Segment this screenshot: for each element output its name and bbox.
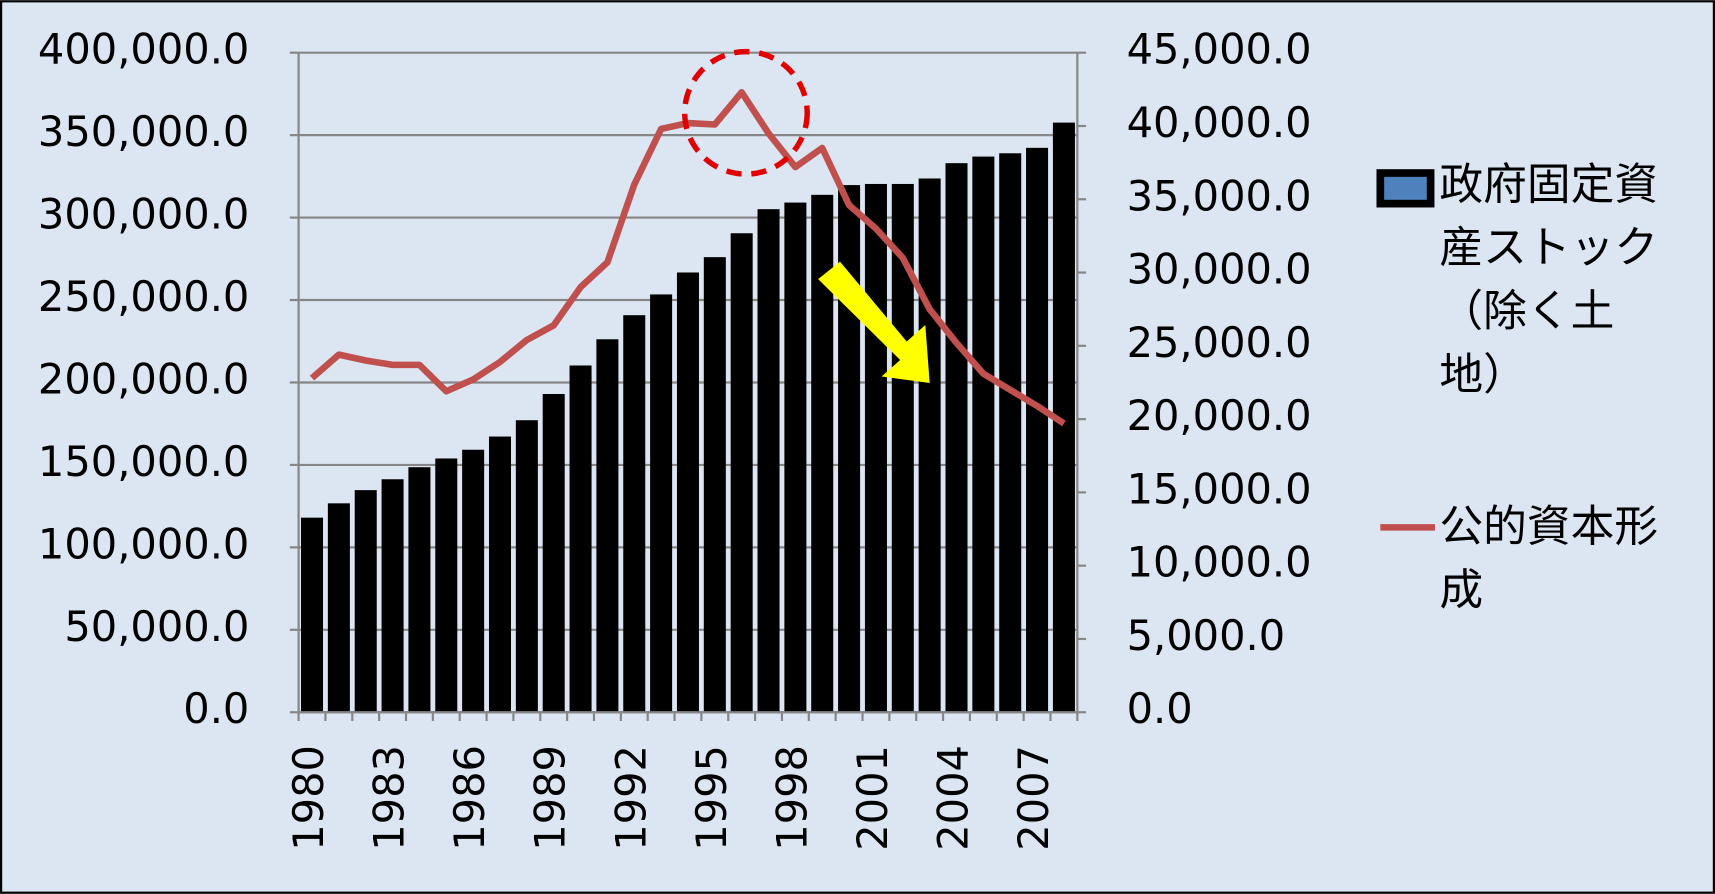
x-tick-label: 1992: [606, 745, 655, 851]
bar: [703, 257, 726, 713]
y-tick-label: 150,000.0: [38, 437, 249, 486]
bar: [838, 185, 861, 713]
bar: [999, 153, 1022, 713]
bar: [945, 163, 968, 713]
bar: [891, 183, 914, 713]
x-tick-label: 1995: [687, 745, 736, 851]
trend-arrow: [818, 261, 930, 384]
bar: [864, 183, 887, 713]
legend-label: 公的資本形成: [1439, 502, 1659, 616]
y2-tick-label: 45,000.0: [1127, 25, 1312, 74]
x-tick-label: 2007: [1009, 745, 1058, 851]
y2-tick-label: 25,000.0: [1127, 318, 1312, 367]
bar: [569, 365, 592, 713]
y2-tick-label: 0.0: [1127, 684, 1193, 733]
x-tick-label: 1989: [526, 745, 575, 851]
bar: [623, 315, 646, 713]
x-tick-label: 1986: [445, 745, 494, 851]
legend-label-box: 公的資本形成: [1439, 502, 1659, 616]
y-tick-label: 400,000.0: [38, 25, 249, 74]
x-tick-label: 2004: [929, 745, 978, 851]
y2-tick-label: 5,000.0: [1127, 611, 1286, 660]
legend: 政府固定資産ストック（除く土地） 公的資本形成: [1376, 159, 1659, 616]
bar: [327, 503, 350, 713]
plot-area: 0.0 50,000.0 100,000.0 150,000.0 200,000.0 25…: [38, 25, 1312, 851]
x-tick-label: 2001: [848, 745, 897, 851]
bar: [542, 394, 565, 713]
y-tick-label: 350,000.0: [38, 107, 249, 156]
bar: [1052, 122, 1075, 713]
y-tick-label: 0.0: [183, 684, 249, 733]
y2-tick-label: 35,000.0: [1127, 171, 1312, 220]
bar: [462, 449, 485, 713]
y-tick-label: 300,000.0: [38, 190, 249, 239]
y2-tick-label: 40,000.0: [1127, 98, 1312, 147]
bar: [972, 156, 995, 713]
bar: [650, 294, 673, 713]
y2-tick-label: 20,000.0: [1127, 391, 1312, 440]
y-tick-label: 50,000.0: [64, 602, 249, 651]
bar: [784, 202, 807, 713]
bar: [435, 458, 458, 713]
y2-tick-label: 10,000.0: [1127, 538, 1312, 587]
bar: [408, 467, 431, 713]
x-tick-label: 1980: [284, 745, 333, 851]
bar: [676, 272, 699, 713]
y-tick-label: 250,000.0: [38, 272, 249, 321]
y-tick-label: 200,000.0: [38, 354, 249, 403]
bar: [381, 479, 404, 713]
bar: [301, 517, 324, 713]
bar: [1026, 147, 1049, 713]
bar: [488, 436, 512, 713]
legend-swatch: [1376, 169, 1435, 208]
legend-label: 政府固定資産ストック（除く土地）: [1439, 159, 1659, 401]
bar: [918, 178, 941, 713]
bar: [515, 420, 538, 713]
y2-tick-label: 15,000.0: [1127, 464, 1312, 513]
bar: [354, 490, 377, 713]
bar: [596, 339, 619, 713]
y2-tick-label: 30,000.0: [1127, 245, 1312, 294]
x-tick-label: 1998: [767, 745, 816, 851]
bar: [757, 209, 780, 713]
x-tick-label: 1983: [365, 745, 414, 851]
y-tick-label: 100,000.0: [38, 519, 249, 568]
highlight-circle: [681, 48, 810, 177]
bar: [730, 233, 753, 713]
legend-label-box: 政府固定資産ストック（除く土地）: [1439, 159, 1659, 401]
bar: [811, 194, 834, 713]
